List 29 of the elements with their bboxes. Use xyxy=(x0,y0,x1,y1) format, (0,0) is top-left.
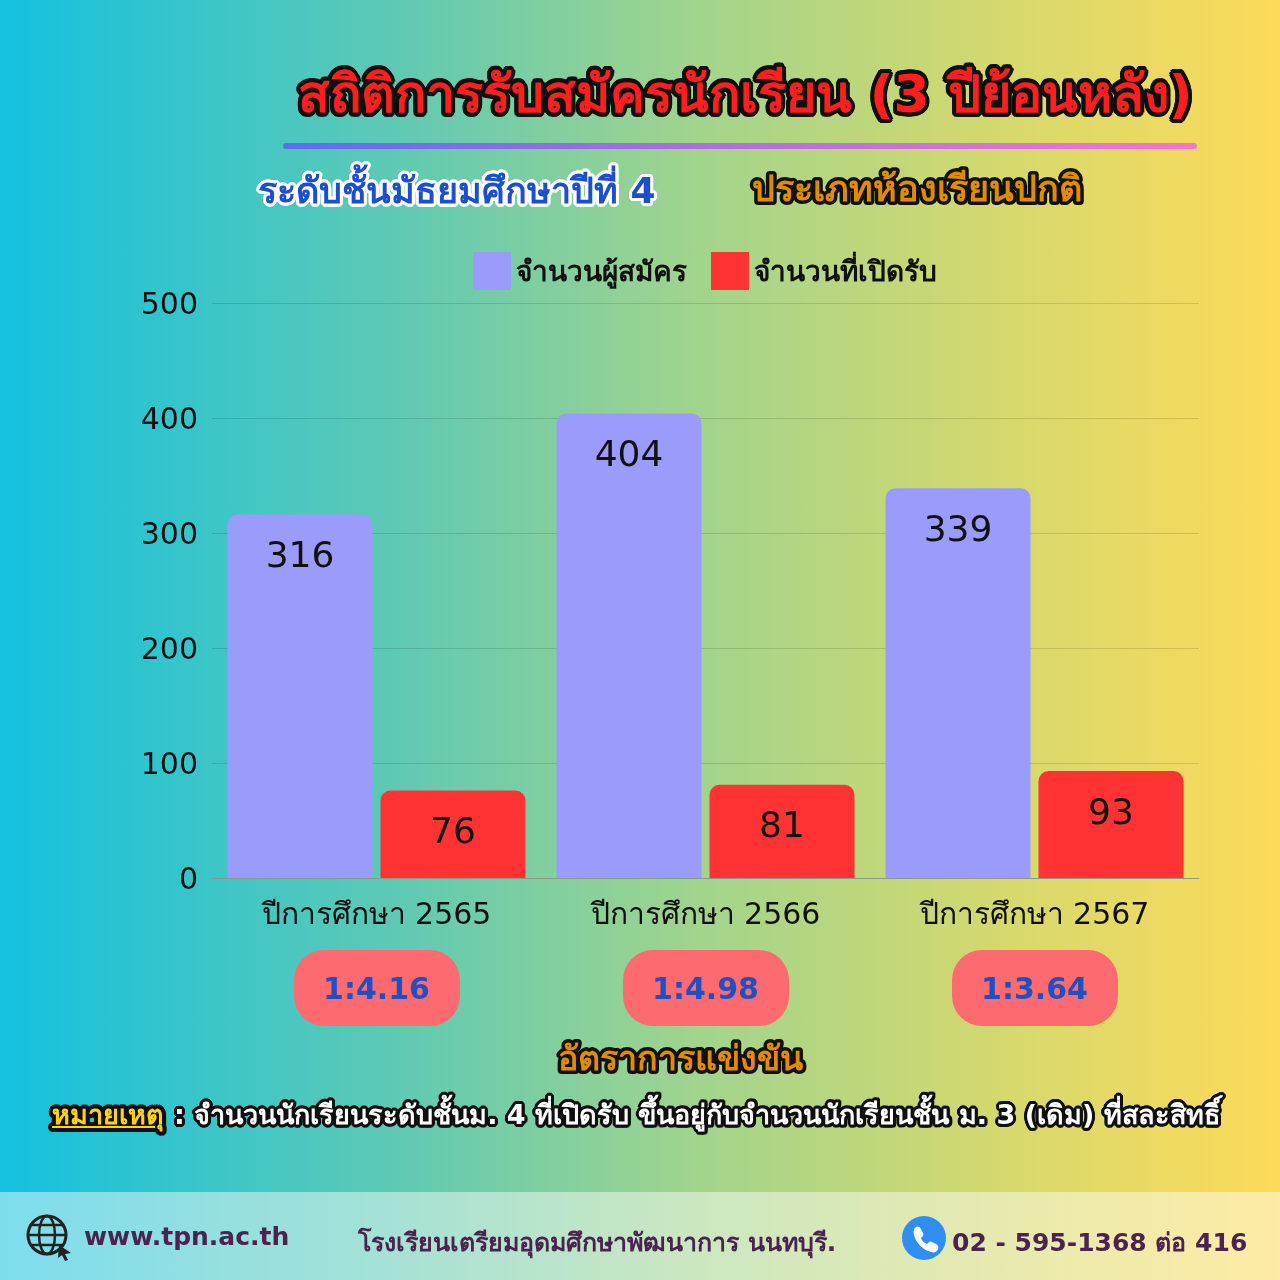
text: โรงเรียนเตรียมอุดมศึกษาพัฒนาการ นนทบุรี. xyxy=(358,1226,837,1261)
x-tick-label: ปีการศึกษา 2566 xyxy=(589,895,821,931)
y-tick-label: 500 xyxy=(140,285,198,321)
chart-title: สถิติการรับสมัครนักเรียน (3 ปีย้อนหลัง) xyxy=(296,63,1194,126)
y-tick-label: 300 xyxy=(140,515,198,551)
data-label: 404 xyxy=(594,432,664,474)
pill-badge: 1:4.98 xyxy=(622,950,789,1026)
text: หมายเหตุ xyxy=(52,1098,164,1134)
pill-badge: 1:3.64 xyxy=(951,950,1118,1026)
text: ประเภทห้องเรียนปกติ xyxy=(752,168,1082,210)
data-label: 76 xyxy=(430,810,476,852)
data-label: 81 xyxy=(759,804,805,846)
pill-badge: 1:4.16 xyxy=(293,950,460,1026)
y-tick-label: 200 xyxy=(140,630,198,666)
text: www.tpn.ac.th xyxy=(84,1222,290,1251)
text: : จำนวนนักเรียนระดับชั้นม. 4 ที่เปิดรับ ขึ้นอยู่กับจำนวนนักเรียนชั้น ม. 3 (เดิม) ที่สละสิทธิ์ xyxy=(174,1093,1224,1134)
data-label: 93 xyxy=(1088,790,1134,832)
legend-label: จำนวนผู้สมัคร xyxy=(516,254,687,289)
y-tick-label: 100 xyxy=(140,745,198,781)
text: 02 - 595-1368 ต่อ 416 xyxy=(952,1227,1248,1259)
y-tick-label: 400 xyxy=(140,400,198,436)
y-tick-label: 0 xyxy=(178,860,198,896)
x-tick-label: ปีการศึกษา 2565 xyxy=(260,895,492,931)
legend-label: จำนวนที่เปิดรับ xyxy=(754,250,937,288)
text: อัตราการแข่งขัน xyxy=(557,1037,803,1078)
chart-subtitle: ระดับชั้นมัธยมศึกษาปีที่ 4 xyxy=(258,163,656,213)
x-tick-label: ปีการศึกษา 2567 xyxy=(918,895,1150,931)
data-label: 339 xyxy=(923,507,993,549)
data-label: 316 xyxy=(265,534,335,576)
